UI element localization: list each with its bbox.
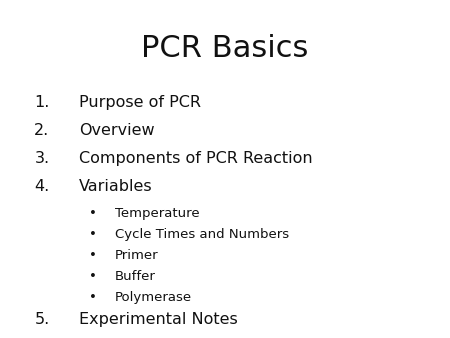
Text: Buffer: Buffer <box>115 270 156 283</box>
Text: 5.: 5. <box>34 312 50 327</box>
Text: •: • <box>89 249 97 262</box>
Text: •: • <box>89 228 97 241</box>
Text: Components of PCR Reaction: Components of PCR Reaction <box>79 151 312 166</box>
Text: 1.: 1. <box>34 95 50 110</box>
Text: PCR Basics: PCR Basics <box>141 34 309 63</box>
Text: Cycle Times and Numbers: Cycle Times and Numbers <box>115 228 289 241</box>
Text: 4.: 4. <box>34 179 50 194</box>
Text: Experimental Notes: Experimental Notes <box>79 312 238 327</box>
Text: Variables: Variables <box>79 179 153 194</box>
Text: Temperature: Temperature <box>115 207 199 220</box>
Text: 3.: 3. <box>34 151 50 166</box>
Text: •: • <box>89 291 97 304</box>
Text: Purpose of PCR: Purpose of PCR <box>79 95 201 110</box>
Text: •: • <box>89 270 97 283</box>
Text: •: • <box>89 207 97 220</box>
Text: Overview: Overview <box>79 123 154 138</box>
Text: Polymerase: Polymerase <box>115 291 192 304</box>
Text: Primer: Primer <box>115 249 158 262</box>
Text: 2.: 2. <box>34 123 50 138</box>
